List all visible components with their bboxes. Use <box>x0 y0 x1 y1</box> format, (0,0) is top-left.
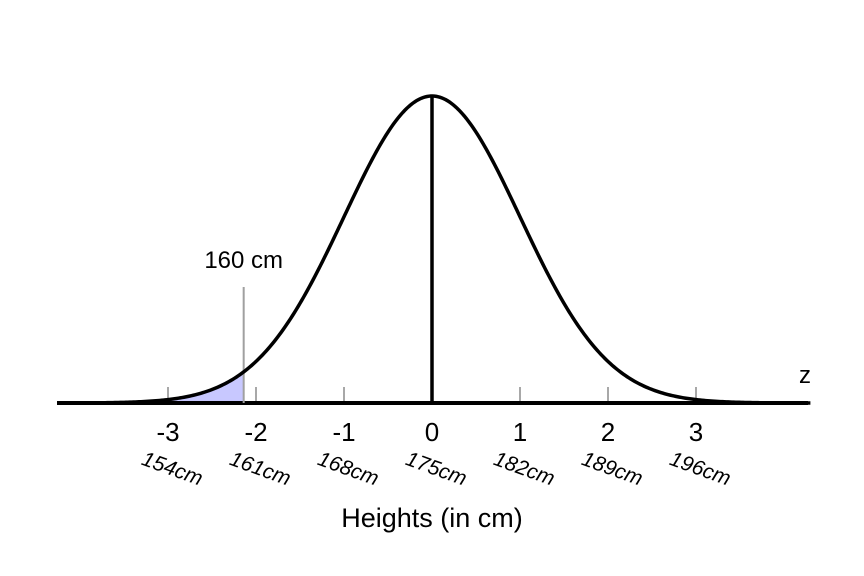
z-tick-label: 2 <box>601 417 615 447</box>
z-tick-labels: -3 -2 -1 0 1 2 3 <box>156 417 703 447</box>
z-tick-label: -3 <box>156 417 179 447</box>
height-tick-label: 196cm <box>667 447 734 490</box>
z-tick-label: 1 <box>513 417 527 447</box>
axis-variable-label: z <box>799 362 811 389</box>
normal-curve <box>62 94 811 405</box>
z-tick-label: -1 <box>332 417 355 447</box>
marker-label: 160 cm <box>204 247 283 274</box>
height-tick-labels: 154cm 161cm 168cm 175cm 182cm 189cm 196cm <box>139 447 734 490</box>
z-tick-label: 3 <box>689 417 703 447</box>
height-tick-label: 189cm <box>579 447 646 490</box>
height-tick-label: 161cm <box>227 447 294 490</box>
height-tick-label: 175cm <box>403 447 470 490</box>
z-tick-label: 0 <box>425 417 439 447</box>
x-axis-title: Heights (in cm) <box>341 503 523 533</box>
z-tick-label: -2 <box>244 417 267 447</box>
height-tick-label: 182cm <box>491 447 558 490</box>
height-tick-label: 168cm <box>315 447 382 490</box>
height-tick-label: 154cm <box>139 447 206 490</box>
